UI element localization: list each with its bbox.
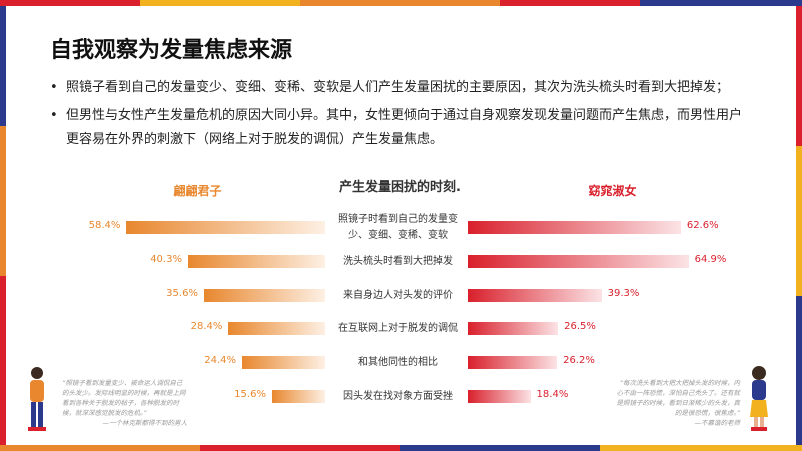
value-label: 40.3% <box>150 254 182 265</box>
person-icon <box>750 366 768 431</box>
decor <box>300 0 500 6</box>
decor <box>400 445 600 451</box>
value-label: 15.6% <box>234 389 266 400</box>
decor <box>0 276 6 451</box>
bar <box>468 390 531 403</box>
slide-title: 自我观察为发量焦虑来源 <box>50 38 293 63</box>
decor <box>796 296 802 451</box>
bar <box>468 356 558 369</box>
decor <box>500 0 640 6</box>
value-label: 62.6% <box>686 220 719 231</box>
value-label: 39.3% <box>607 288 640 299</box>
value-label: 24.4% <box>204 355 237 366</box>
bar <box>468 221 681 234</box>
decor <box>200 445 400 451</box>
quote: “每次洗头看到大把大把掉头发的时候，内心不由一阵恐慌，深怕自己秃头了。还有就是照… <box>615 378 741 428</box>
decor <box>600 445 802 451</box>
quote: “照镜子看到发量变少、被命运人调侃自己的头发少。发际线明显的时候，再就是上网看到… <box>62 378 187 428</box>
bullet-text: 但男性与女性产生发量危机的原因大同小异。其中，女性更倾向于通过自身观察发现发量问… <box>66 108 743 147</box>
bar <box>468 322 559 335</box>
bar <box>242 356 325 369</box>
value-label: 26.2% <box>563 355 595 366</box>
legend-label: 窈窕淑女 <box>588 184 637 198</box>
person-icon <box>28 367 46 431</box>
decor <box>0 0 140 6</box>
category-label: 因头发在找对象方面受挫 <box>330 389 466 405</box>
quote-author: —不慕谐的老师 <box>694 419 741 427</box>
decor <box>0 445 200 451</box>
quote-author: —一个林克斯都得不到的男人 <box>102 419 188 427</box>
bar <box>126 221 325 234</box>
category-label: 和其他同性的相比 <box>330 355 466 371</box>
decor <box>796 6 802 146</box>
bullet: • 照镜子看到自己的发量变少、变细、变稀、变软是人们产生发量困扰的主要原因，其次为… <box>50 76 750 100</box>
decor <box>640 0 802 6</box>
bar <box>203 289 325 302</box>
chart-title: 产生发量困扰的时刻. <box>339 180 461 195</box>
bar <box>468 289 602 302</box>
category-label: 来自身边人对头发的评价 <box>330 288 466 304</box>
value-label: 28.4% <box>190 321 223 332</box>
quote-text: “每次洗头看到大把大把掉头发的时候，内心不由一阵恐慌，深怕自己秃头了。还有就是照… <box>616 379 741 417</box>
value-label: 26.5% <box>564 321 596 332</box>
bar <box>468 255 689 268</box>
bullet-text: 照镜子看到自己的发量变少、变细、变稀、变软是人们产生发量困扰的主要原因，其次为洗… <box>66 80 730 95</box>
legend-label: 翩翩君子 <box>173 184 222 198</box>
bullet: • 但男性与女性产生发量危机的原因大同小异。其中，女性更倾向于通过自身观察发现发量… <box>50 104 750 152</box>
value-label: 64.9% <box>694 254 727 265</box>
value-label: 58.4% <box>88 220 121 231</box>
value-label: 18.4% <box>536 389 569 400</box>
category-label: 洗头梳头时看到大把掉发 <box>330 254 466 270</box>
value-label: 35.6% <box>166 288 198 299</box>
category-label: 照镜子时看到自己的发量变少、变细、变稀、变软 <box>330 212 466 244</box>
category-label: 在互联网上对于脱发的调侃 <box>330 321 466 337</box>
bar <box>271 390 325 403</box>
decor <box>0 6 6 126</box>
decor <box>796 146 802 296</box>
bar <box>228 322 325 335</box>
bar <box>187 255 325 268</box>
decor <box>0 126 6 276</box>
decor <box>140 0 300 6</box>
quote-text: “照镜子看到发量变少、被命运人调侃自己的头发少。发际线明显的时候，再就是上网看到… <box>62 379 186 417</box>
